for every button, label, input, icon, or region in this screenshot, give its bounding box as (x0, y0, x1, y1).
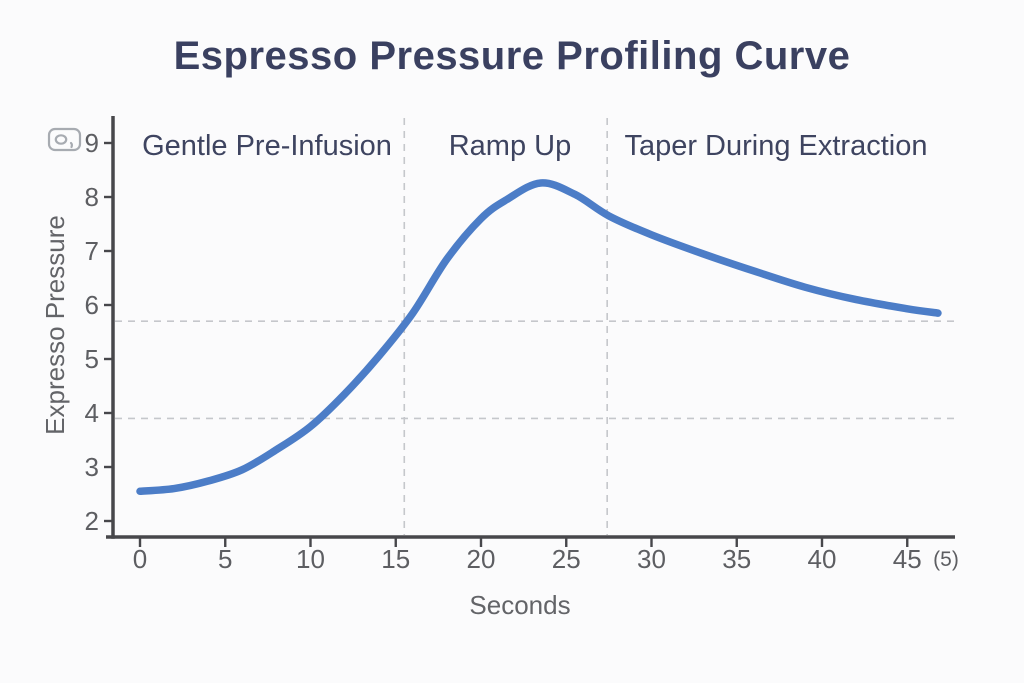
y-tick-label: 8 (85, 182, 99, 212)
x-tick-label: 20 (467, 544, 496, 574)
y-tick-label: 4 (85, 398, 99, 428)
x-tick-label: 15 (381, 544, 410, 574)
pressure-curve (136, 179, 942, 496)
chart-title: Espresso Pressure Profiling Curve (173, 34, 851, 78)
x-tick-label: 10 (296, 544, 325, 574)
unit-badge-icon (47, 127, 82, 152)
y-tick-label: 9 (85, 128, 99, 158)
y-tick-label: 5 (85, 344, 99, 374)
phase-label-taper-during-extraction: Taper During Extraction (624, 130, 927, 162)
x-axis-title: Seconds (469, 590, 570, 620)
y-tick-label: 7 (85, 236, 99, 266)
y-tick-label: 2 (85, 506, 99, 536)
x-tick-label: 25 (552, 544, 581, 574)
y-axis-title: Expresso Pressure (40, 215, 70, 435)
x-axis-unit-label: (5) (933, 548, 959, 571)
x-tick-label: 30 (637, 544, 666, 574)
x-tick-label: 5 (218, 544, 232, 574)
x-tick-label: 40 (808, 544, 837, 574)
x-tick-label: 0 (133, 544, 147, 574)
x-tick-label: 35 (722, 544, 751, 574)
y-tick-label: 3 (85, 452, 99, 482)
y-tick-label: 6 (85, 290, 99, 320)
phase-label-ramp-up: Ramp Up (449, 130, 572, 162)
x-tick-label: 45 (893, 544, 922, 574)
phase-label-gentle-pre-infusion: Gentle Pre-Infusion (142, 130, 392, 162)
